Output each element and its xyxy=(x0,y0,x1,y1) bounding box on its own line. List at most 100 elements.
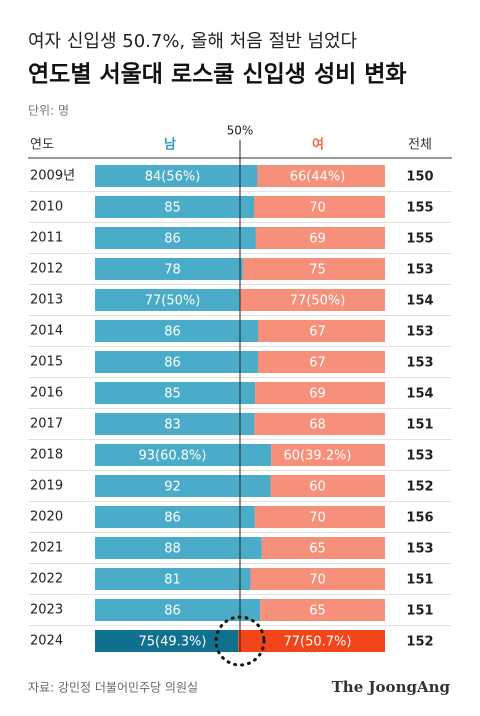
total-label: 153 xyxy=(406,449,433,464)
y-tick-label: 2014 xyxy=(30,324,63,339)
bar-male xyxy=(95,537,262,559)
bar-male xyxy=(95,165,258,187)
value-label: 70 xyxy=(309,201,326,216)
bar-female xyxy=(260,599,385,621)
bar-male xyxy=(95,289,240,311)
total-label: 150 xyxy=(406,170,433,185)
bar-female xyxy=(254,196,385,218)
bar-female xyxy=(257,165,385,187)
y-tick-label: 2010 xyxy=(30,200,63,215)
total-label: 155 xyxy=(406,232,433,247)
value-label: 66(44%) xyxy=(290,170,346,185)
value-label: 81 xyxy=(164,573,181,588)
y-tick-label: 2011 xyxy=(30,231,63,246)
value-label: 83 xyxy=(164,418,181,433)
column-header: 남 xyxy=(164,137,176,153)
bar-male xyxy=(95,599,261,621)
value-label: 78 xyxy=(164,263,181,278)
bar-female xyxy=(238,630,385,652)
bar-female xyxy=(240,289,385,311)
bar-male xyxy=(95,320,259,342)
y-tick-label: 2019 xyxy=(30,479,63,494)
value-label: 69 xyxy=(309,232,326,247)
bar-male xyxy=(95,444,272,466)
total-label: 154 xyxy=(406,387,433,402)
bar-female xyxy=(258,351,385,373)
bar-male xyxy=(95,506,255,528)
value-label: 77(50.7%) xyxy=(284,635,352,650)
chart-title: 연도별 서울대 로스쿨 신입생 성비 변화 xyxy=(28,62,407,88)
bar-male xyxy=(95,382,256,404)
y-tick-label: 2023 xyxy=(30,603,63,618)
source: 자료: 강민정 더불어민주당 의원실 xyxy=(28,681,198,695)
total-label: 153 xyxy=(406,263,433,278)
value-label: 84(56%) xyxy=(145,170,201,185)
bar-male xyxy=(95,196,255,218)
total-label: 155 xyxy=(406,201,433,216)
total-label: 156 xyxy=(406,511,433,526)
bar-male xyxy=(95,351,259,373)
value-label: 85 xyxy=(164,387,181,402)
bar-female xyxy=(261,537,385,559)
column-header: 여 xyxy=(312,137,324,153)
total-label: 152 xyxy=(406,635,433,650)
total-label: 153 xyxy=(406,325,433,340)
value-label: 77(50%) xyxy=(290,294,346,309)
y-tick-label: 2018 xyxy=(30,448,63,463)
bar-female xyxy=(258,320,385,342)
bar-female xyxy=(255,382,385,404)
y-tick-label: 2013 xyxy=(30,293,63,308)
y-tick-label: 2017 xyxy=(30,417,63,432)
bar-female xyxy=(270,475,385,497)
bar-female xyxy=(242,258,385,280)
bar-male xyxy=(95,475,271,497)
value-label: 77(50%) xyxy=(145,294,201,309)
y-tick-label: 2009년 xyxy=(30,169,75,184)
bar-female xyxy=(254,413,385,435)
column-header: 전체 xyxy=(408,138,432,153)
total-label: 153 xyxy=(406,542,433,557)
value-label: 75 xyxy=(309,263,326,278)
y-tick-label: 2016 xyxy=(30,386,63,401)
value-label: 60(39.2%) xyxy=(284,449,352,464)
bar-male xyxy=(95,413,255,435)
value-label: 86 xyxy=(164,325,181,340)
value-label: 60 xyxy=(309,480,326,495)
y-tick-label: 2020 xyxy=(30,510,63,525)
y-tick-label: 2024 xyxy=(30,634,63,649)
value-label: 88 xyxy=(164,542,181,557)
bar-female xyxy=(255,227,385,249)
value-label: 86 xyxy=(164,604,181,619)
total-label: 151 xyxy=(406,604,433,619)
value-label: 93(60.8%) xyxy=(139,449,207,464)
total-label: 154 xyxy=(406,294,433,309)
value-label: 92 xyxy=(164,480,181,495)
bar-female xyxy=(271,444,385,466)
bar-male xyxy=(95,630,239,652)
total-label: 153 xyxy=(406,356,433,371)
value-label: 85 xyxy=(164,201,181,216)
total-label: 152 xyxy=(406,480,433,495)
value-label: 65 xyxy=(309,542,326,557)
y-tick-label: 2012 xyxy=(30,262,63,277)
value-label: 86 xyxy=(164,511,181,526)
x-tick-label: 50% xyxy=(227,124,254,138)
value-label: 69 xyxy=(309,387,326,402)
total-label: 151 xyxy=(406,418,433,433)
y-tick-label: 2015 xyxy=(30,355,63,370)
value-label: 68 xyxy=(309,418,326,433)
value-label: 65 xyxy=(309,604,326,619)
bar-male xyxy=(95,227,256,249)
value-label: 86 xyxy=(164,356,181,371)
bar-male xyxy=(95,258,243,280)
value-label: 67 xyxy=(309,325,326,340)
value-label: 67 xyxy=(309,356,326,371)
bar-male xyxy=(95,568,251,590)
value-label: 75(49.3%) xyxy=(139,635,207,650)
y-tick-label: 2022 xyxy=(30,572,63,587)
chart-subtitle: 여자 신입생 50.7%, 올해 처음 절반 넘었다 xyxy=(28,31,358,52)
bar-female xyxy=(254,506,385,528)
column-header: 연도 xyxy=(30,138,54,153)
logo: The JoongAng xyxy=(332,678,451,696)
